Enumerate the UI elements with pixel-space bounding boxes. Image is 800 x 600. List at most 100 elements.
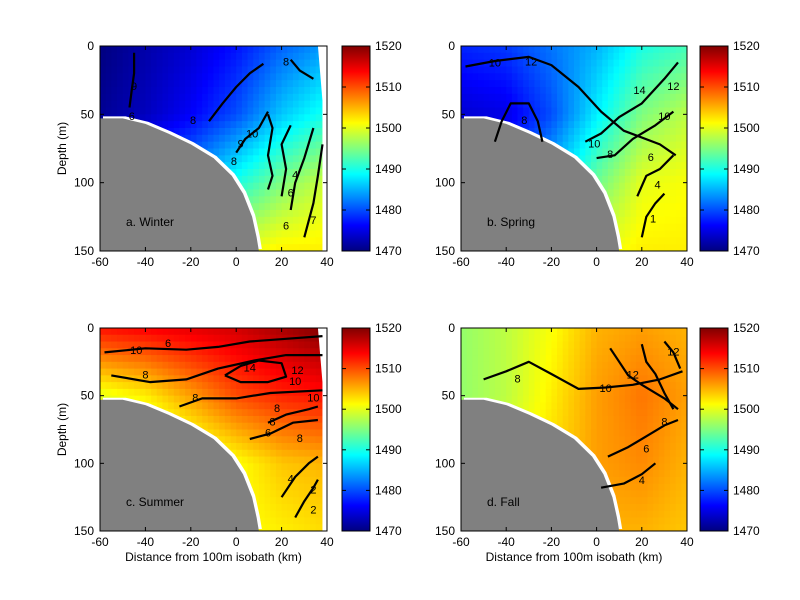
x-axis-label: Distance from 100m isobath (km): [125, 550, 302, 564]
y-tick-label: 100: [435, 176, 455, 190]
colorbar-tick-label: 1470: [375, 244, 402, 258]
colorbar: 1520 1510 1500 1490 1480 1470: [699, 321, 760, 538]
colorbar-tick-label: 1490: [733, 443, 760, 457]
x-tick-label: -60: [91, 255, 109, 269]
contour-label: 6: [265, 428, 271, 440]
contour-label: 2: [310, 484, 316, 496]
no-data-area: [317, 328, 327, 531]
axes-frame: [99, 45, 328, 252]
x-tick-label: -60: [452, 535, 470, 549]
contour-label: 12: [291, 365, 303, 377]
seafloor: [100, 399, 259, 531]
y-tick-label: 100: [74, 456, 94, 470]
y-axis-label: Depth (m): [55, 403, 69, 456]
contour-label: 8: [274, 403, 280, 415]
colorbar-tick-label: 1510: [733, 362, 760, 376]
colorbar-tick-label: 1510: [733, 80, 760, 94]
x-tick-label: -20: [543, 255, 561, 269]
contour-line: [208, 62, 265, 122]
colorbar-tick-label: 1470: [733, 244, 760, 258]
y-tick-label: 0: [87, 321, 94, 335]
y-tick-label: 0: [87, 39, 94, 53]
contour-label: 8: [521, 115, 527, 127]
colorbar-tick-label: 1520: [375, 321, 402, 335]
contour-label: 10: [489, 58, 501, 70]
colorbar-tick-label: 1480: [375, 203, 402, 217]
contour-label: 10: [599, 383, 611, 395]
colorbar-tick-label: 1500: [733, 121, 760, 135]
contour-line: [303, 144, 324, 238]
contour-line: [607, 418, 679, 458]
colorbar-tick-label: 1490: [375, 443, 402, 457]
contour-label: 4: [292, 170, 298, 182]
contour-line: [483, 360, 683, 390]
y-tick-label: 0: [448, 39, 455, 53]
contour-label: 8: [231, 156, 237, 168]
y-tick-label: 150: [435, 524, 455, 538]
x-tick-label: 20: [635, 255, 649, 269]
contour-label: 8: [269, 417, 275, 429]
colorbar-tick-label: 1510: [375, 362, 402, 376]
y-tick-label: 150: [74, 524, 94, 538]
contour-label: 12: [627, 369, 639, 381]
contour-label: 8: [192, 392, 198, 404]
contour-label: 8: [661, 417, 667, 429]
contour-label: 8: [283, 56, 289, 68]
panel-spring: 10 12 8 14 12 10 10 8 6 4 1 b. Spring -60 -40 -20 0 20 40…: [435, 39, 760, 269]
colorbar-tick-label: 1490: [733, 162, 760, 176]
contour-line: [584, 61, 679, 143]
contour-label: 10: [130, 345, 142, 357]
y-tick-label: 50: [442, 389, 456, 403]
contour-label: 6: [165, 338, 171, 350]
x-tick-label: -40: [137, 255, 155, 269]
contour-line: [609, 347, 679, 411]
x-tick-label: 20: [275, 535, 289, 549]
x-tick-label: 0: [233, 255, 240, 269]
contour-label: 6: [283, 220, 289, 232]
panel-label: d. Fall: [487, 495, 520, 509]
contour-line: [267, 405, 319, 424]
contour-line: [294, 479, 319, 519]
x-tick-label: 40: [320, 535, 334, 549]
y-tick-label: 50: [442, 107, 456, 121]
contour-label: 12: [525, 56, 537, 68]
seafloor: [461, 399, 620, 531]
x-tick-label: 0: [233, 535, 240, 549]
colorbar: 1520 1510 1500 1490 1480 1470: [341, 39, 402, 258]
contour-lines: 8 10 12 12 8 6 4: [483, 340, 683, 489]
contour-line: [235, 111, 269, 154]
contour-line: [128, 52, 136, 108]
seafloor: [461, 118, 620, 251]
contour-label: 8: [142, 369, 148, 381]
contour-label: 4: [655, 179, 661, 191]
x-tick-label: 20: [635, 535, 649, 549]
panel-fall: 8 10 12 12 8 6 4 d. Fall -60 -40 -20 0 20 40 0 50 100 150…: [435, 321, 760, 564]
contour-label: 10: [246, 129, 258, 141]
colorbar-tick-label: 1520: [733, 321, 760, 335]
contour-line: [289, 58, 314, 80]
x-tick-label: -60: [452, 255, 470, 269]
contour-label: 1: [650, 214, 656, 226]
colorbar-tick-label: 1500: [375, 121, 402, 135]
colorbar-tick-label: 1500: [733, 402, 760, 416]
y-tick-label: 150: [74, 244, 94, 258]
y-tick-label: 150: [435, 244, 455, 258]
contour-label: 2: [310, 505, 316, 517]
colorbar: 1520 1510 1500 1490 1480 1470: [699, 39, 760, 258]
contour-label: 12: [667, 81, 679, 93]
contour-label: 9: [131, 81, 137, 93]
panel-label: c. Summer: [126, 495, 184, 509]
x-tick-label: -40: [137, 535, 155, 549]
x-tick-label: -40: [498, 255, 516, 269]
contour-label: 14: [633, 85, 645, 97]
contour-label: 6: [288, 188, 294, 200]
colorbar-tick-label: 1480: [375, 483, 402, 497]
colorbar-tick-label: 1520: [733, 39, 760, 53]
y-tick-label: 100: [435, 456, 455, 470]
colorbar-tick-label: 1500: [375, 402, 402, 416]
contour-line: [600, 462, 657, 489]
contour-line: [280, 455, 319, 498]
